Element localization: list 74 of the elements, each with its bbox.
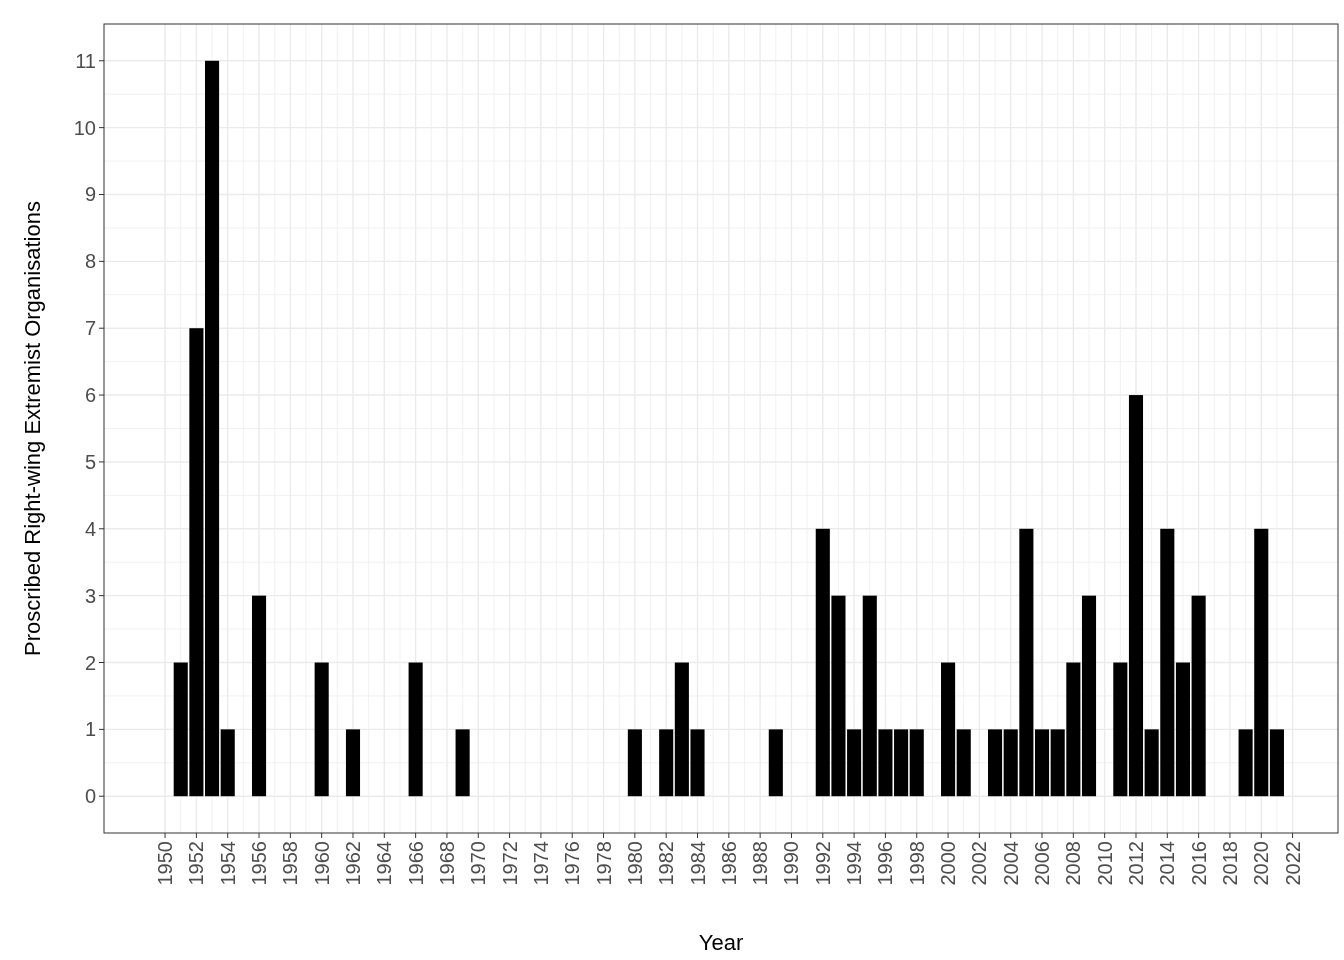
x-tick-label: 2020 [1250, 841, 1273, 886]
x-tick-label: 1960 [310, 841, 333, 886]
bar [1081, 595, 1097, 797]
x-tick-label: 1954 [216, 841, 239, 886]
y-tick-label: 3 [84, 584, 96, 607]
x-axis-title: Year [698, 930, 744, 955]
y-tick-label: 7 [84, 317, 96, 340]
y-tick-label: 11 [75, 49, 96, 72]
x-tick-label: 1980 [623, 841, 646, 886]
bar [627, 729, 642, 797]
bar [1034, 729, 1050, 797]
x-tick-label: 1974 [529, 841, 552, 886]
x-tick-label: 1984 [686, 841, 709, 886]
bar [768, 729, 783, 797]
bar [659, 729, 674, 797]
x-tick-label: 1982 [655, 841, 678, 886]
x-tick-label: 1994 [843, 841, 866, 886]
bar [1175, 662, 1191, 797]
x-tick-label: 1992 [811, 841, 834, 886]
x-tick-label: 1976 [561, 841, 584, 886]
y-tick-label: 9 [84, 183, 96, 206]
x-tick-label: 1998 [905, 841, 928, 886]
bar [988, 729, 1003, 797]
x-tick-label: 2018 [1218, 841, 1241, 886]
x-tick-label: 2022 [1281, 841, 1304, 886]
bar [847, 729, 862, 797]
x-tick-label: 1952 [185, 841, 208, 886]
x-tick-label: 1986 [717, 841, 740, 886]
x-tick-label: 2008 [1062, 841, 1085, 886]
y-tick-label: 6 [84, 384, 96, 407]
bar [909, 729, 924, 797]
x-tick-label: 1988 [749, 841, 772, 886]
x-tick-label: 1996 [874, 841, 897, 886]
x-tick-label: 1990 [780, 841, 803, 886]
x-tick-label: 1966 [404, 841, 427, 886]
x-tick-label: 2010 [1093, 841, 1116, 886]
x-tick-label: 2004 [999, 841, 1022, 886]
bar [314, 662, 329, 797]
x-tick-label: 1968 [435, 841, 458, 886]
bar [455, 729, 470, 797]
bar [1128, 395, 1144, 797]
x-tick-label: 2002 [968, 841, 991, 886]
x-tick-label: 1950 [154, 841, 177, 886]
x-tick-label: 2014 [1156, 841, 1179, 886]
y-tick-label: 5 [84, 450, 96, 473]
x-tick-label: 1962 [341, 841, 364, 886]
y-tick-label: 10 [73, 116, 96, 139]
x-tick-label: 2000 [937, 841, 960, 886]
y-tick-label: 1 [84, 718, 96, 741]
bar [1113, 662, 1128, 797]
x-tick-label: 2016 [1187, 841, 1210, 886]
x-tick-label: 1970 [467, 841, 490, 886]
x-tick-label: 1978 [592, 841, 615, 886]
x-tick-label: 1964 [373, 841, 396, 886]
x-tick-label: 1958 [279, 841, 302, 886]
bar [345, 729, 361, 797]
bar [251, 595, 267, 797]
y-axis-title: Proscribed Right-wing Extremist Organisations [20, 201, 45, 656]
y-tick-label: 4 [84, 517, 96, 540]
bar [956, 729, 971, 797]
bar [894, 729, 909, 797]
bar [941, 662, 956, 797]
bar [205, 60, 220, 797]
x-tick-label: 1956 [248, 841, 271, 886]
y-tick-label: 8 [84, 250, 96, 273]
x-tick-label: 1972 [498, 841, 521, 886]
x-tick-label: 2012 [1124, 841, 1147, 886]
y-tick-label: 2 [84, 651, 96, 674]
bar [1191, 595, 1206, 797]
bar [408, 662, 423, 797]
y-tick-label: 0 [84, 785, 96, 808]
x-tick-label: 2006 [1031, 841, 1054, 886]
bar [1269, 729, 1284, 797]
bar [220, 729, 235, 797]
